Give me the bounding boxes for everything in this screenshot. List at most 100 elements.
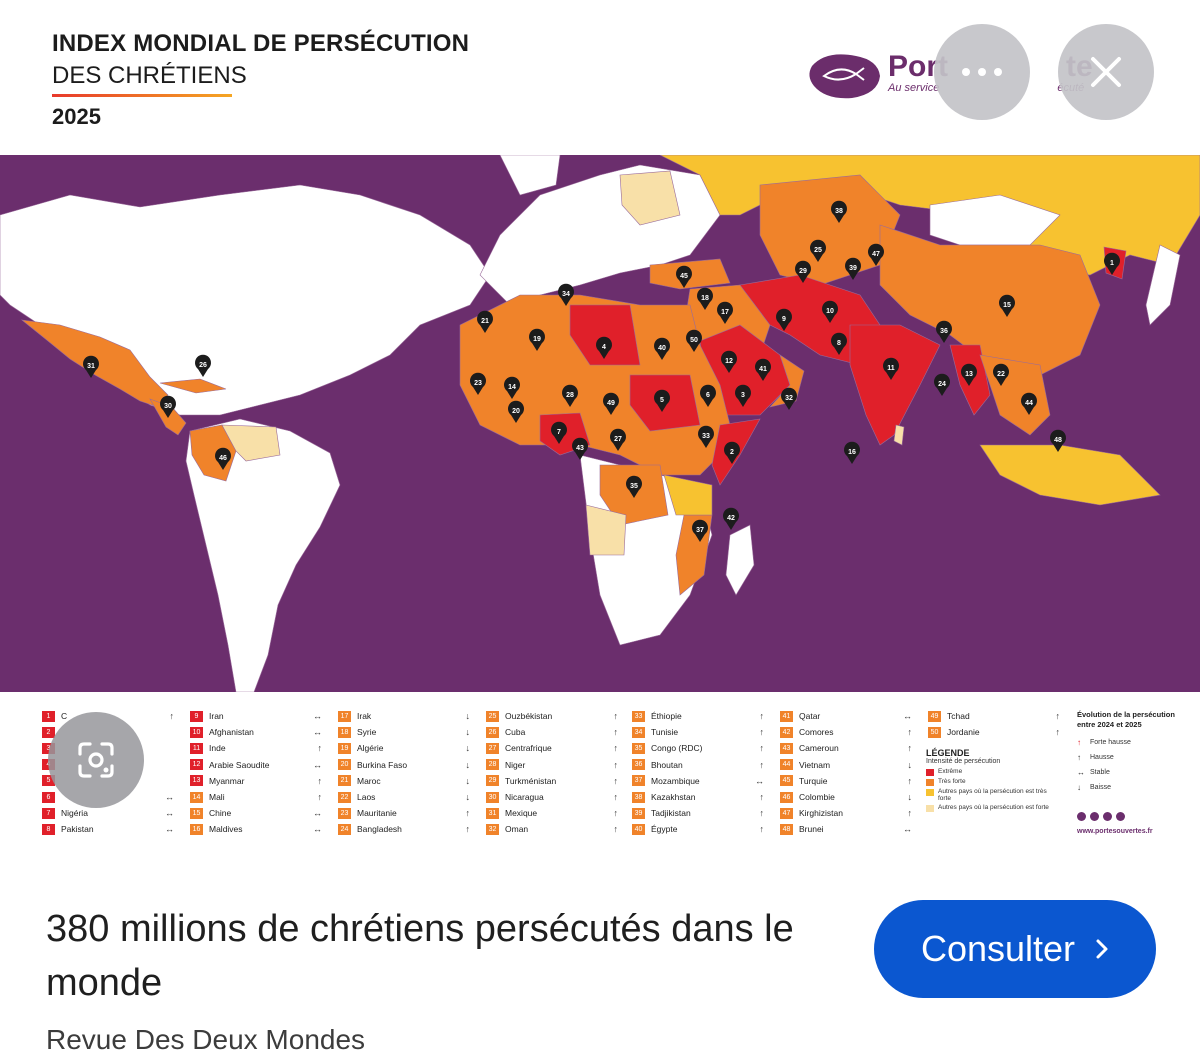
map-marker-1: 1	[1103, 252, 1120, 275]
trend-arrow-icon: ↑	[613, 743, 619, 754]
map-marker-41: 41	[755, 358, 771, 381]
svg-text:17: 17	[721, 309, 729, 316]
country-name: Mozambique	[651, 775, 700, 786]
ranking-row: 42 Comores ↑	[780, 724, 912, 740]
more-options-button[interactable]	[934, 24, 1030, 120]
country-name: Congo (RDC)	[651, 743, 703, 754]
source-name[interactable]: Revue Des Deux Mondes	[46, 1024, 366, 1055]
result-title[interactable]: 380 millions de chrétiens persécutés dan…	[46, 908, 794, 1004]
trend-arrow-icon: ↑	[1077, 738, 1081, 747]
ranking-row: 39 Tadjikistan ↑	[632, 805, 764, 821]
ranking-row: 19 Algérie ↓	[338, 740, 470, 756]
rank-badge: 31	[486, 807, 499, 819]
ranking-row: 41 Qatar ↔	[780, 708, 912, 724]
trend-arrow-icon: ↑	[613, 808, 619, 819]
map-marker-27: 27	[610, 428, 626, 451]
ranking-row: 35 Congo (RDC) ↑	[632, 740, 764, 756]
trend-arrow-icon: ↑	[907, 775, 913, 786]
country-name: Colombie	[799, 792, 835, 803]
svg-text:9: 9	[782, 316, 786, 323]
map-marker-25: 25	[810, 239, 826, 262]
country-name: Mali	[209, 792, 225, 803]
trend-arrow-icon: ↑	[317, 792, 323, 803]
instagram-icon	[1077, 812, 1086, 821]
angola	[585, 504, 627, 556]
svg-text:40: 40	[658, 345, 666, 352]
rank-badge: 42	[780, 726, 793, 738]
svg-text:18: 18	[701, 295, 709, 302]
svg-text:35: 35	[630, 483, 638, 490]
map-marker-29: 29	[795, 260, 811, 283]
map-marker-12: 12	[721, 350, 737, 373]
social-icons	[1077, 812, 1125, 821]
country-name: Burkina Faso	[357, 759, 408, 770]
close-icon	[1091, 57, 1121, 87]
svg-text:13: 13	[965, 371, 973, 378]
ranking-row: 24 Bangladesh ↑	[338, 821, 470, 837]
country-name: Tchad	[947, 711, 970, 722]
evolution-item: ↑ Hausse	[1077, 753, 1187, 762]
evolution-item: ↔ Stable	[1077, 768, 1187, 777]
google-lens-button[interactable]	[48, 712, 144, 808]
trend-arrow-icon: ↑	[613, 824, 619, 835]
svg-text:8: 8	[837, 340, 841, 347]
ranking-row: 43 Cameroun ↑	[780, 740, 912, 756]
map-marker-44: 44	[1021, 392, 1037, 415]
trend-arrow-icon: ↓	[1077, 783, 1081, 792]
legend-label: Extrême	[938, 768, 963, 775]
map-marker-11: 11	[883, 357, 899, 380]
rank-badge: 11	[190, 742, 203, 754]
ranking-row: 20 Burkina Faso ↓	[338, 757, 470, 773]
svg-text:41: 41	[759, 366, 767, 373]
rank-badge: 50	[928, 726, 941, 738]
trend-arrow-icon: ↑	[465, 808, 471, 819]
rank-badge: 6	[42, 791, 55, 803]
country-name: Turquie	[799, 775, 828, 786]
country-name: Brunei	[799, 824, 824, 835]
trend-arrow-icon: ↑	[613, 792, 619, 803]
consult-button[interactable]: Consulter	[874, 900, 1156, 998]
rank-badge: 38	[632, 791, 645, 803]
rank-badge: 46	[780, 791, 793, 803]
map-marker-37: 37	[692, 519, 708, 542]
map-marker-42: 42	[723, 507, 739, 530]
evolution-item: ↑ Forte hausse	[1077, 738, 1187, 747]
ranking-column: 9 Iran ↔ 10 Afghanistan ↔ 11 Inde ↑ 12 Arabie Saou…	[190, 708, 322, 838]
madagascar	[725, 524, 755, 596]
svg-text:19: 19	[533, 336, 541, 343]
ranking-row: 40 Égypte ↑	[632, 821, 764, 837]
country-name: Maldives	[209, 824, 243, 835]
ranking-row: 46 Colombie ↓	[780, 789, 912, 805]
svg-text:12: 12	[725, 358, 733, 365]
rank-badge: 43	[780, 742, 793, 754]
rank-badge: 10	[190, 726, 203, 738]
map-marker-36: 36	[936, 320, 952, 343]
portes-ouvertes-logo-icon	[809, 54, 880, 99]
country-name: Pakistan	[61, 824, 94, 835]
map-marker-13: 13	[961, 363, 977, 386]
ranking-row: 37 Mozambique ↔	[632, 773, 764, 789]
country-name: Cuba	[505, 727, 526, 738]
legend-box: LÉGENDE Intensité de persécution Extrême…	[926, 748, 1056, 814]
facebook-icon	[1090, 812, 1099, 821]
close-button[interactable]	[1058, 24, 1154, 120]
rank-badge: 34	[632, 726, 645, 738]
ranking-row: 50 Jordanie ↑	[928, 724, 1060, 740]
svg-text:25: 25	[814, 247, 822, 254]
rank-badge: 9	[190, 710, 203, 722]
legend-label: Très forte	[938, 778, 966, 785]
trend-arrow-icon: ↑	[1077, 753, 1081, 762]
ranking-row: 17 Irak ↓	[338, 708, 470, 724]
rank-badge: 45	[780, 775, 793, 787]
rank-badge: 12	[190, 759, 203, 771]
belarus	[619, 170, 681, 226]
map-marker-19: 19	[529, 328, 545, 351]
ranking-row: 2	[42, 724, 174, 740]
map-marker-47: 47	[868, 243, 884, 266]
legend-label: Autres pays où la persécution est très f…	[938, 788, 1047, 802]
ranking-row: 11 Inde ↑	[190, 740, 322, 756]
ranking-row: 9 Iran ↔	[190, 708, 322, 724]
svg-text:20: 20	[512, 408, 520, 415]
trend-arrow-icon: ↑	[613, 711, 619, 722]
